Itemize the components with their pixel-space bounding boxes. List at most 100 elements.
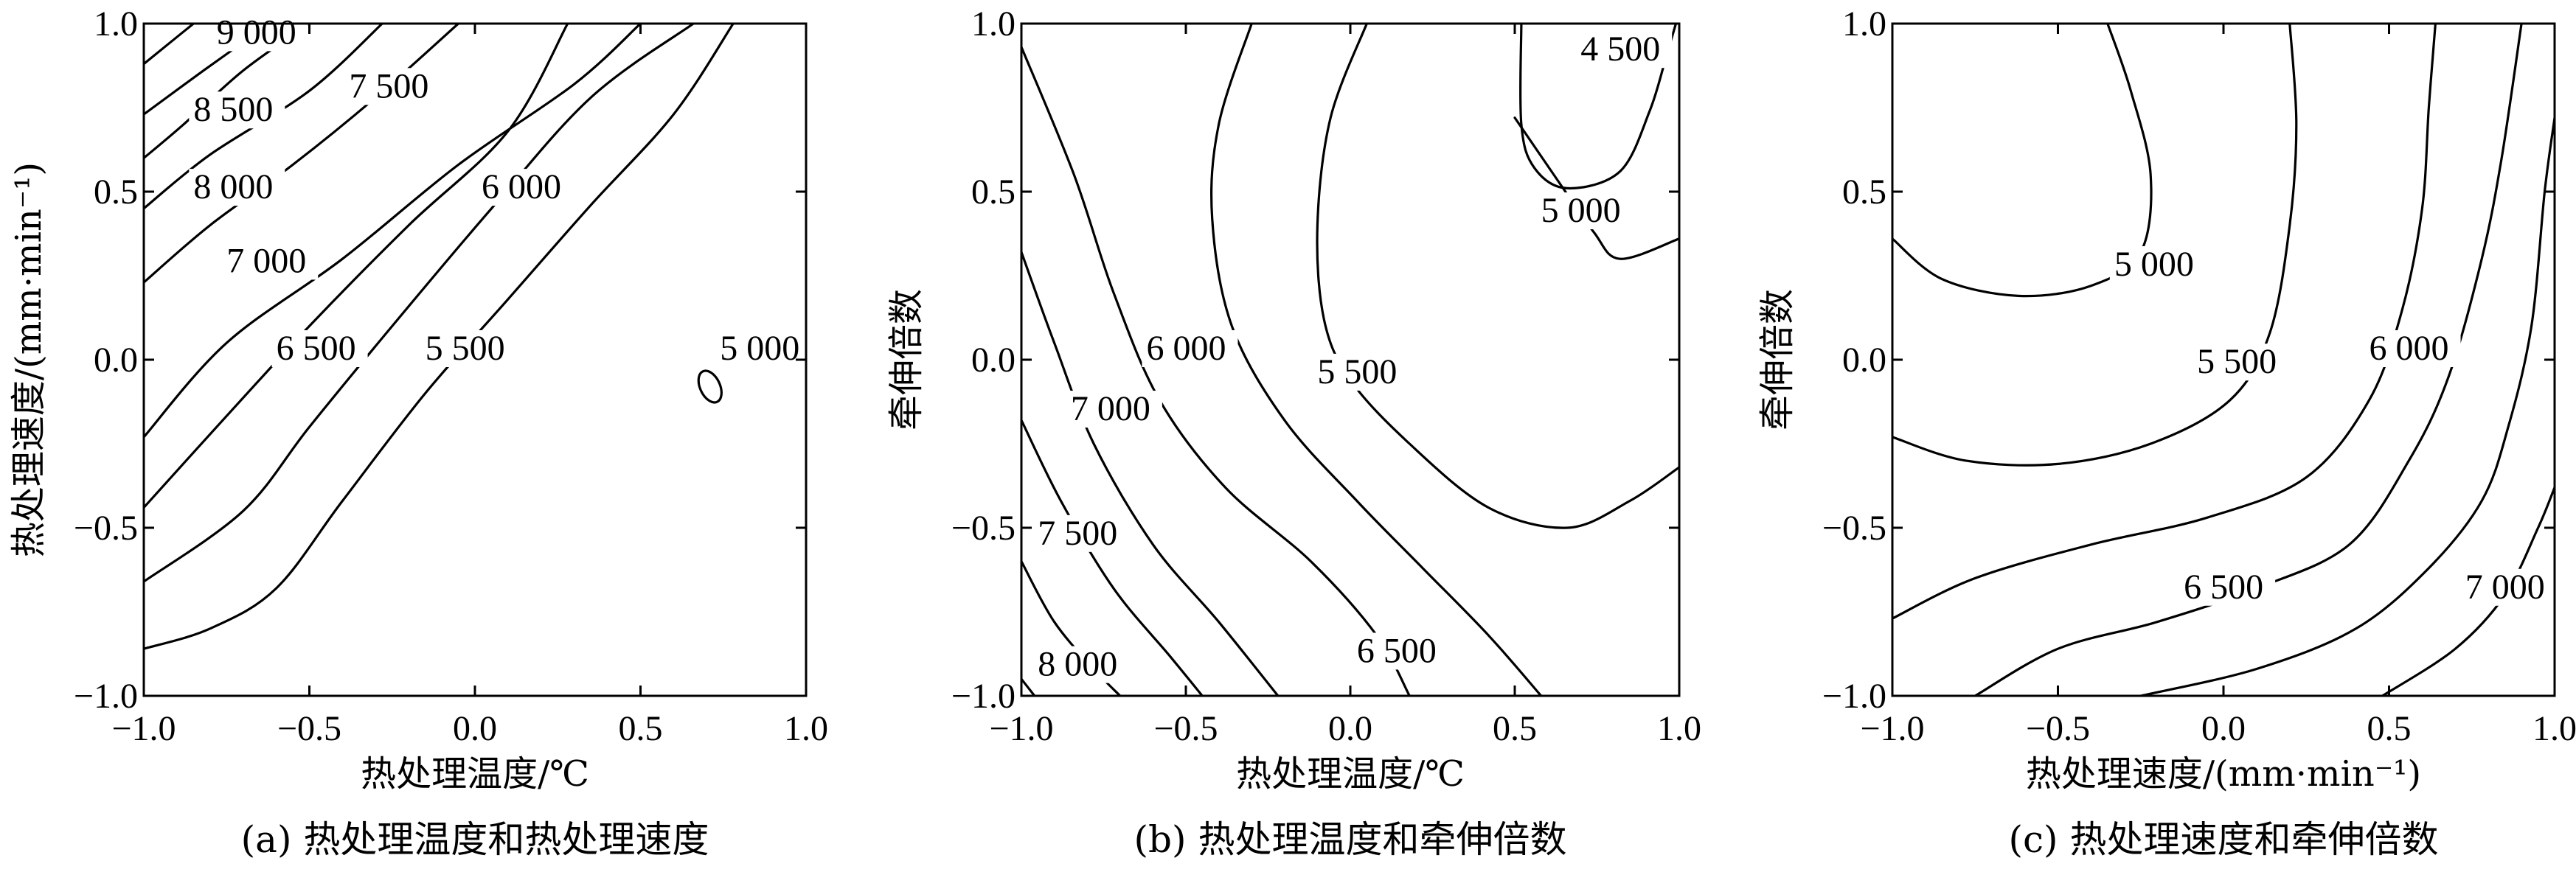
x-tick-label: 1.0 (1657, 709, 1701, 748)
contour-line (1892, 24, 2437, 620)
x-tick-label: 1.0 (2532, 709, 2576, 748)
y-tick-label: 0.5 (1842, 172, 1886, 212)
contour-line (1021, 251, 1280, 696)
x-tick-label: −1.0 (1860, 709, 1924, 748)
x-tick-label: 0.0 (1328, 709, 1372, 748)
y-tick-label: 0.0 (1842, 341, 1886, 380)
y-tick-label: −0.5 (951, 509, 1016, 548)
contour-line (1209, 24, 1543, 696)
x-tick-label: 0.5 (619, 709, 663, 748)
x-tick-label: −1.0 (111, 709, 176, 748)
contour-label: 7 500 (349, 66, 428, 105)
x-tick-label: −0.5 (1153, 709, 1218, 748)
contour-label: 9 000 (217, 13, 296, 52)
contour-lines (1021, 24, 1679, 696)
contour-label-bg (344, 68, 441, 105)
contour-line (144, 24, 735, 650)
contour-label: 7 000 (226, 241, 306, 280)
x-tick-label: 0.5 (1493, 709, 1537, 748)
y-tick-label: 0.5 (971, 172, 1016, 212)
y-tick-label: 1.0 (94, 4, 138, 43)
contour-label-bg (1033, 515, 1130, 552)
contour-line (1513, 116, 1679, 260)
x-tick-label: 0.0 (453, 709, 497, 748)
contour-label: 6 500 (2184, 568, 2263, 607)
x-axis-label: 热处理速度/(mm·min⁻¹) (2026, 753, 2421, 795)
contour-label: 7 000 (1071, 389, 1150, 428)
x-tick-label: 0.5 (2367, 709, 2412, 748)
contour-lines (144, 24, 735, 650)
y-tick-label: −0.5 (1822, 509, 1886, 548)
contour-label: 8 000 (193, 167, 273, 206)
panel-b: 4 500 5 000 5 500 6 000 7 000 7 500 8 000 6 500… (886, 4, 1701, 861)
contour-label-bg (222, 243, 319, 280)
x-axis-label: 热处理温度/℃ (361, 753, 589, 795)
contour-label-bg (1576, 31, 1673, 69)
contour-label: 5 000 (1541, 191, 1621, 230)
panel-caption: (a) 热处理温度和热处理速度 (241, 818, 709, 861)
contour-line (144, 24, 569, 509)
contour-label-bg (1313, 353, 1409, 391)
contour-label-bg (2364, 330, 2461, 367)
y-axis-label: 热处理速度/(mm·min⁻¹) (8, 162, 49, 557)
x-tick-label: 0.0 (2201, 709, 2246, 748)
contour-line (144, 24, 195, 66)
y-tick-label: −1.0 (951, 677, 1016, 716)
contour-label-bg (1536, 192, 1633, 230)
contour-label-bg (420, 330, 517, 367)
x-tick-label: −0.5 (2026, 709, 2090, 748)
contour-label: 6 000 (2370, 329, 2449, 368)
contour-label: 5 500 (1317, 352, 1397, 391)
contour-label-bg (1142, 330, 1238, 367)
contour-label-bg (2193, 343, 2289, 381)
contour-label: 8 500 (193, 90, 273, 129)
y-tick-label: 1.0 (971, 4, 1016, 43)
contour-label-bg (189, 91, 285, 129)
contour-label: 5 000 (2114, 245, 2194, 284)
contour-label-bg (2460, 568, 2557, 606)
contour-label: 5 000 (720, 329, 799, 368)
contour-line (1021, 677, 1036, 696)
contour-label: 6 000 (1146, 329, 1226, 368)
contour-label: 7 500 (1038, 514, 1117, 553)
contour-label-bg (476, 169, 573, 206)
x-tick-label: 1.0 (784, 709, 828, 748)
panel-caption: (c) 热处理速度和牵伸倍数 (2009, 818, 2439, 861)
contour-line (1892, 24, 2298, 467)
contour-label-bg (1066, 391, 1162, 428)
contour-label: 8 000 (1038, 645, 1117, 684)
y-tick-label: −1.0 (1822, 677, 1886, 716)
contour-label-bg (189, 169, 285, 206)
y-tick-label: −1.0 (74, 677, 138, 716)
y-tick-label: 0.0 (971, 341, 1016, 380)
contour-line (144, 24, 695, 583)
y-tick-label: 1.0 (1842, 4, 1886, 43)
x-axis-label: 热处理温度/℃ (1236, 753, 1465, 795)
contour-label-bg (2179, 568, 2276, 606)
y-tick-label: 0.5 (94, 172, 138, 212)
contour-island (697, 369, 723, 404)
y-axis-label: 牵伸倍数 (1757, 289, 1798, 430)
contour-line (144, 24, 642, 439)
contour-line (1316, 24, 1679, 529)
contour-line (2139, 116, 2555, 696)
contour-label: 7 000 (2465, 568, 2545, 607)
contour-label: 4 500 (1580, 29, 1660, 69)
x-tick-label: −0.5 (277, 709, 341, 748)
contour-label: 6 000 (482, 167, 561, 206)
contour-label-bg (212, 14, 308, 52)
contour-label-bg (1352, 632, 1448, 670)
contour-line (1021, 419, 1204, 696)
y-axis-label: 牵伸倍数 (886, 289, 927, 430)
contour-label-bg (2109, 246, 2206, 283)
contour-line (1021, 46, 1411, 696)
contour-label-bg (271, 330, 368, 367)
panel-c: 5 000 5 500 6 000 6 500 7 000 −1.0 −0.5 0.0 0.5 1… (1757, 4, 2576, 861)
y-tick-label: 0.0 (94, 341, 138, 380)
contour-label-bg (715, 330, 812, 367)
panel-caption: (b) 热处理温度和牵伸倍数 (1134, 818, 1567, 861)
contour-line (1973, 24, 2523, 696)
contour-label: 6 500 (277, 329, 356, 368)
contour-label: 6 500 (1357, 631, 1437, 670)
